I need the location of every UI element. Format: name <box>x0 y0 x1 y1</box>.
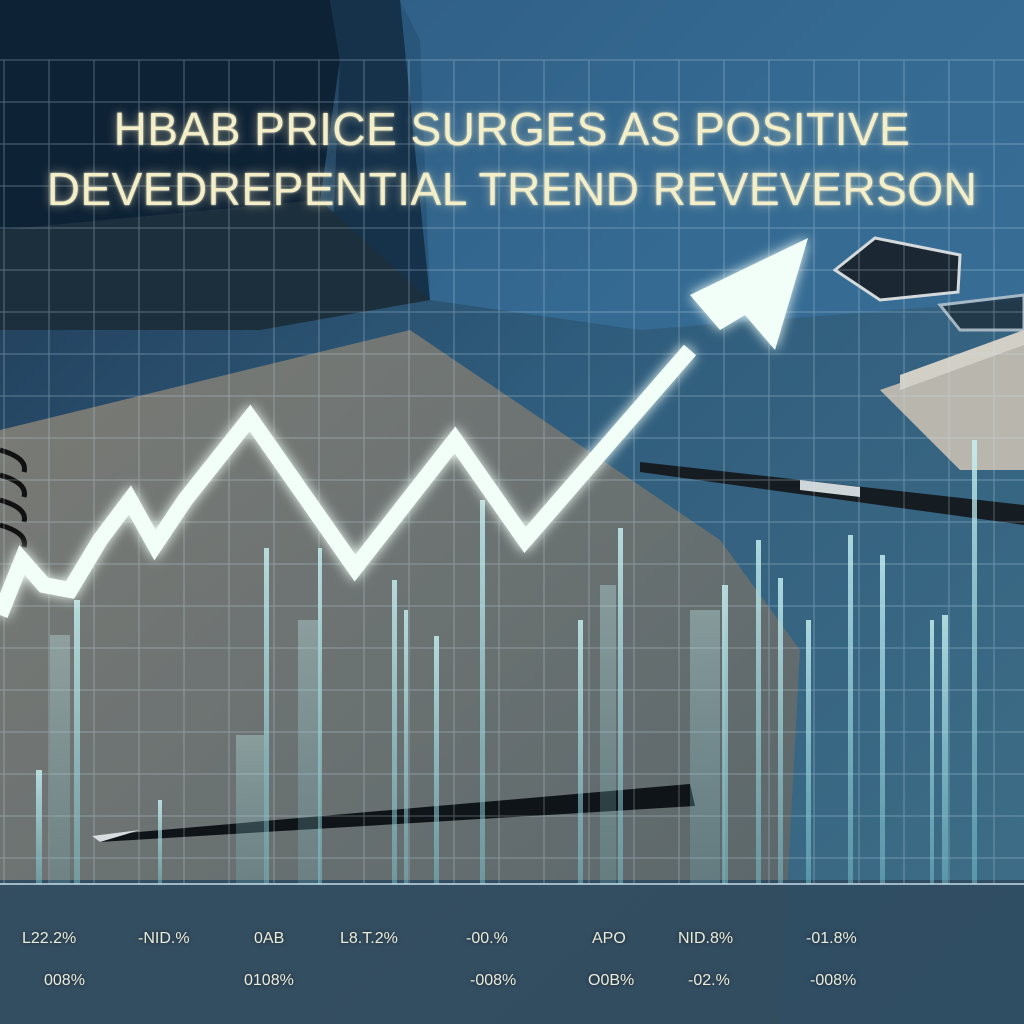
chart-bar <box>298 620 318 884</box>
chart-bar <box>264 548 269 884</box>
chart-bar <box>578 620 583 884</box>
ticker-row-1: L22.2% -NID.% 0AB L8.T.2% -00.% APO NID.… <box>0 930 1024 960</box>
ticker-value: L8.T.2% <box>340 930 398 947</box>
paper-stack <box>880 330 1024 470</box>
ticker-value: 008% <box>44 972 85 989</box>
chart-bar <box>972 440 977 884</box>
chart-bar <box>930 620 934 884</box>
ticker-row-2: 008% 0108% -008% O0B% -02.% -008% <box>0 972 1024 1002</box>
chart-bar <box>690 610 720 884</box>
chart-bar <box>778 578 783 884</box>
chart-bar <box>880 555 885 884</box>
chart-bar <box>480 500 485 884</box>
ticker-value: -02.% <box>688 972 730 989</box>
headline-line-1: HBAB PRICE SURGES AS POSITIVE <box>113 103 911 155</box>
glasses <box>832 236 1024 332</box>
ticker-value: -008% <box>810 972 857 989</box>
chart-bar <box>600 585 616 884</box>
ticker-value: APO <box>592 930 626 947</box>
headline-line-2: DEVEDREPENTIAL TREND REVEVERSON <box>46 163 978 215</box>
chart-bars <box>36 440 977 884</box>
chart-bar <box>236 735 264 884</box>
chart-bar <box>404 610 408 884</box>
chart-bar <box>618 528 623 884</box>
chart-bar <box>756 540 761 884</box>
spiral-binding <box>0 447 27 548</box>
trend-arrow-head <box>690 238 808 350</box>
chart-bar <box>36 770 42 884</box>
ticker-value: 0AB <box>254 930 285 947</box>
ticker-value: -00.% <box>466 930 508 947</box>
chart-bar <box>942 615 948 884</box>
chart-bar <box>806 620 811 884</box>
ticker-value: -01.8% <box>806 930 857 947</box>
pen-upper <box>640 462 1024 525</box>
chart-bar <box>722 585 728 884</box>
ticker-value: -NID.% <box>138 930 190 947</box>
chart-bar <box>74 600 80 884</box>
ticker-value: NID.8% <box>678 930 734 947</box>
ticker-value: -008% <box>470 972 517 989</box>
chart-bar <box>848 535 853 884</box>
chart-bar <box>50 635 70 884</box>
ticker-value: L22.2% <box>22 930 77 947</box>
chart-bar <box>158 800 162 884</box>
trend-line <box>0 238 808 618</box>
chart-bar <box>392 580 397 884</box>
ticker-value: O0B% <box>588 972 635 989</box>
monitor <box>0 0 430 330</box>
chart-bar <box>318 548 322 884</box>
ticker-value: 0108% <box>244 972 294 989</box>
chart-bar <box>434 636 439 884</box>
